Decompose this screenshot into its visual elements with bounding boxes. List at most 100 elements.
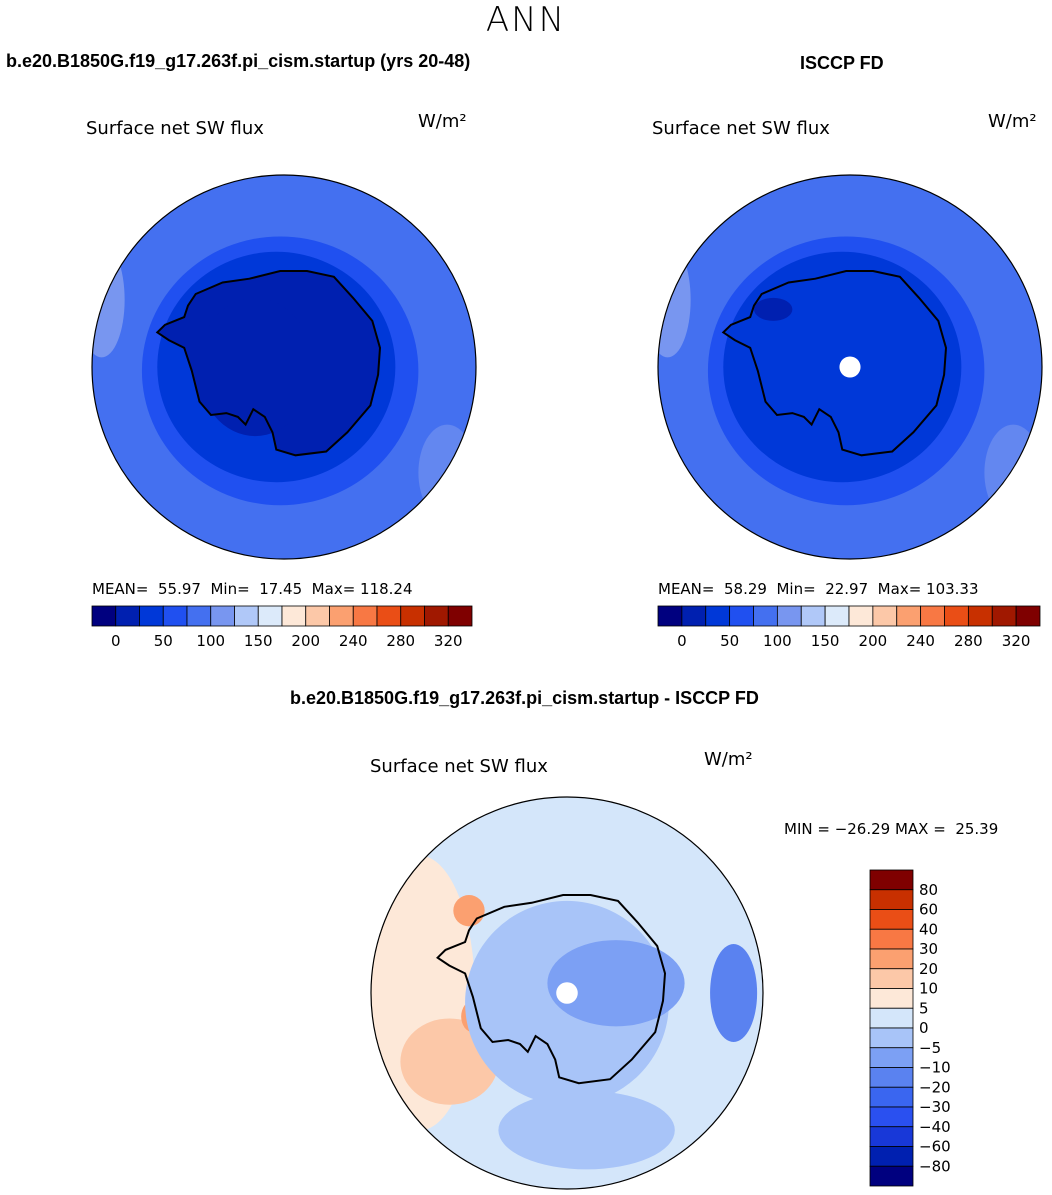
panel3-variable: Surface net SW flux bbox=[370, 756, 548, 777]
map-panel-3 bbox=[370, 796, 764, 1190]
colorbar-tick-label: 280 bbox=[386, 632, 415, 650]
panel1-title: b.e20.B1850G.f19_g17.263f.pi_cism.startu… bbox=[6, 51, 471, 71]
colorbar-tick-label: 240 bbox=[906, 632, 935, 650]
colorbar-cell bbox=[869, 968, 914, 989]
colorbar-cell bbox=[257, 605, 283, 627]
coastline bbox=[155, 270, 382, 457]
panel1-variable: Surface net SW flux bbox=[86, 118, 264, 139]
colorbar-tick-label: −60 bbox=[919, 1138, 951, 1156]
colorbar-tick-label: 50 bbox=[720, 632, 739, 650]
colorbar-cell bbox=[210, 605, 235, 627]
colorbar-tick-label: 50 bbox=[154, 632, 173, 650]
panel2-stats: MEAN= 58.29 Min= 22.97 Max= 103.33 bbox=[658, 580, 979, 598]
colorbar-cell bbox=[869, 1165, 914, 1187]
colorbar-tick-label: 0 bbox=[919, 1019, 929, 1037]
colorbar-cell bbox=[681, 605, 707, 627]
colorbar-cell bbox=[944, 605, 969, 627]
colorbar-cell bbox=[729, 605, 754, 627]
colorbar-cell bbox=[753, 605, 778, 627]
pole-missing-data bbox=[839, 356, 861, 378]
coastline bbox=[436, 894, 667, 1085]
colorbar-cell bbox=[305, 605, 330, 627]
pole-missing-data bbox=[556, 982, 578, 1004]
colorbar-tick-label: 60 bbox=[919, 901, 938, 919]
colorbar-tick-label: 320 bbox=[1002, 632, 1031, 650]
colorbar-cell bbox=[424, 605, 449, 627]
panel2-title: ISCCP FD bbox=[800, 53, 884, 73]
colorbar-cell bbox=[186, 605, 212, 627]
colorbar-cell bbox=[824, 605, 850, 627]
colorbar-tick-label: −10 bbox=[919, 1059, 951, 1077]
colorbar-cell bbox=[991, 605, 1017, 627]
colorbar-tick-label: −5 bbox=[919, 1039, 941, 1057]
panel3-units: W/m² bbox=[704, 749, 753, 770]
colorbar-tick-label: 80 bbox=[919, 881, 938, 899]
map-border bbox=[91, 174, 477, 560]
diff-positive-region bbox=[453, 895, 485, 927]
colorbar-tick-label: 100 bbox=[196, 632, 225, 650]
colorbar-tick-label: 200 bbox=[291, 632, 320, 650]
map-panel-1 bbox=[91, 174, 477, 560]
map-border bbox=[370, 796, 764, 1190]
colorbar-cell bbox=[869, 1086, 914, 1108]
coastline bbox=[721, 270, 948, 457]
panel2-variable: Surface net SW flux bbox=[652, 118, 830, 139]
colorbar-cell bbox=[776, 605, 802, 627]
colorbar-cell bbox=[869, 1067, 914, 1088]
colorbar-cell bbox=[869, 928, 914, 950]
diff-negative-region bbox=[710, 944, 758, 1042]
interior-low-zone bbox=[197, 297, 313, 437]
colorbar-1: 0 50 100 150 200 240 280 320 bbox=[91, 605, 473, 650]
colorbar-cell bbox=[329, 605, 354, 627]
colorbar-tick-label: 0 bbox=[111, 632, 121, 650]
colorbar-cell bbox=[967, 605, 993, 627]
colorbar-cell bbox=[896, 605, 922, 627]
colorbar-tick-label: 20 bbox=[919, 960, 938, 978]
colorbar-cell bbox=[848, 605, 874, 627]
colorbar-cell bbox=[869, 1047, 914, 1068]
page-title: ANN bbox=[485, 0, 567, 40]
colorbar-cell bbox=[920, 605, 945, 627]
colorbar-tick-label: 200 bbox=[859, 632, 888, 650]
colorbar-cell bbox=[1015, 605, 1041, 627]
colorbar-cell bbox=[869, 1007, 914, 1029]
diff-negative-region bbox=[498, 1091, 675, 1170]
colorbar-tick-label: −30 bbox=[919, 1098, 951, 1116]
colorbar-cell bbox=[376, 605, 402, 627]
colorbar-cell bbox=[869, 988, 914, 1009]
colorbar-tick-label: 40 bbox=[919, 920, 938, 938]
colorbar-tick-label: 100 bbox=[763, 632, 792, 650]
colorbar-cell bbox=[869, 1106, 914, 1128]
ocean-edge-patch bbox=[92, 242, 125, 358]
colorbar-cell bbox=[139, 605, 164, 627]
colorbar-cell bbox=[872, 605, 898, 627]
diff-negative-region bbox=[547, 940, 685, 1027]
colorbar-cell bbox=[800, 605, 826, 627]
colorbar-cell bbox=[657, 605, 683, 627]
colorbar-tick-label: 150 bbox=[244, 632, 273, 650]
ocean-edge-patch bbox=[984, 424, 1042, 521]
panel3-title: b.e20.B1850G.f19_g17.263f.pi_cism.startu… bbox=[290, 688, 759, 708]
ocean-edge-patch bbox=[418, 424, 476, 521]
colorbar-cell bbox=[869, 909, 914, 930]
colorbar-tick-label: 5 bbox=[919, 999, 929, 1017]
colorbar-cell bbox=[869, 869, 914, 891]
colorbar-cell bbox=[234, 605, 259, 627]
interior-low-zone bbox=[754, 297, 793, 321]
colorbar-cell bbox=[705, 605, 731, 627]
colorbar-tick-label: 280 bbox=[954, 632, 983, 650]
colorbar-tick-label: 150 bbox=[811, 632, 840, 650]
colorbar-2: 0 50 100 150 200 240 280 320 bbox=[657, 605, 1041, 650]
panel2-units: W/m² bbox=[988, 111, 1037, 132]
map-panel-2 bbox=[657, 174, 1043, 560]
colorbar-tick-label: 0 bbox=[677, 632, 687, 650]
colorbar-tick-label: 30 bbox=[919, 940, 938, 958]
colorbar-cell bbox=[869, 1126, 914, 1147]
colorbar-cell bbox=[91, 605, 117, 627]
colorbar-cell bbox=[869, 1027, 914, 1049]
colorbar-cell bbox=[281, 605, 307, 627]
colorbar-tick-label: −40 bbox=[919, 1118, 951, 1136]
colorbar-tick-label: −20 bbox=[919, 1078, 951, 1096]
colorbar-tick-label: 240 bbox=[339, 632, 368, 650]
